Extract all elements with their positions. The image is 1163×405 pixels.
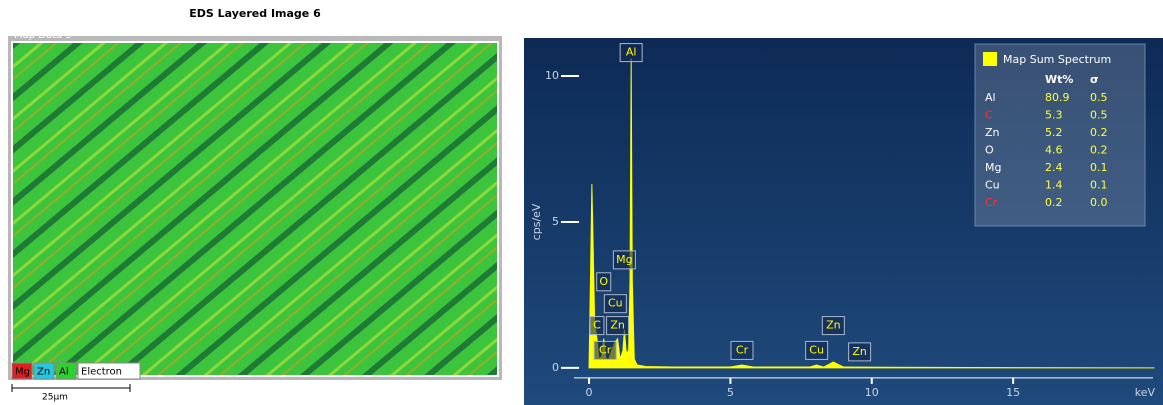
legend-cell: 80.9 xyxy=(1045,91,1070,104)
peak-label-box xyxy=(593,340,617,360)
legend-column-header: Wt% xyxy=(1045,73,1073,86)
legend-title: Map Sum Spectrum xyxy=(1003,53,1111,66)
layer-chip xyxy=(11,362,33,380)
legend-cell: 0.0 xyxy=(1090,196,1108,209)
peak-label: Zn xyxy=(610,319,625,332)
legend-cell: 0.1 xyxy=(1090,161,1108,174)
peak-label-box xyxy=(603,294,627,314)
x-tick-label: 0 xyxy=(586,386,593,399)
legend-element: Mg xyxy=(985,161,1001,174)
peak-label: Cr xyxy=(599,343,612,356)
legend-cell: 0.1 xyxy=(1090,179,1108,192)
legend-cell: 0.5 xyxy=(1090,109,1108,122)
legend-cell: 0.5 xyxy=(1090,91,1108,104)
legend-cell: 1.4 xyxy=(1045,179,1063,192)
legend-swatch xyxy=(983,52,997,66)
layer-chip xyxy=(55,362,77,380)
legend-cell: 5.2 xyxy=(1045,126,1063,139)
layer-name: Mg xyxy=(15,367,30,378)
legend-cell: 2.4 xyxy=(1045,161,1063,174)
peak-label: C xyxy=(593,319,601,332)
map-title: EDS Layered Image 6 xyxy=(189,7,321,20)
peak-label-box xyxy=(619,43,643,63)
peak-label: Cu xyxy=(608,297,623,310)
y-tick-label: 5 xyxy=(552,215,559,228)
legend-cell: 5.3 xyxy=(1045,109,1063,122)
x-tick-label: 15 xyxy=(1006,386,1020,399)
legend-cell: 0.2 xyxy=(1090,144,1108,157)
x-tick-label: 10 xyxy=(865,386,879,399)
map-image xyxy=(11,41,499,377)
map-label: Map Data 5 xyxy=(14,30,72,41)
peak-label: Mg xyxy=(616,253,632,266)
y-axis-label: cps/eV xyxy=(530,203,543,240)
layer-legend: Mg Zn Al Electron xyxy=(11,362,141,380)
y-tick-label: 0 xyxy=(552,361,559,374)
peak-label: O xyxy=(599,275,608,288)
layer-chip xyxy=(33,362,55,380)
legend-element: Al xyxy=(985,91,996,104)
x-axis-label: keV xyxy=(1135,386,1156,399)
peak-label-box xyxy=(612,250,636,270)
layer-chip xyxy=(77,362,141,380)
peak-label: Cr xyxy=(736,343,749,356)
legend-element: Cr xyxy=(985,196,998,209)
legend-cell: 0.2 xyxy=(1045,196,1063,209)
layer-name: Zn xyxy=(37,367,50,378)
legend-element: C xyxy=(985,109,993,122)
peak-label: Zn xyxy=(852,345,867,358)
layer-name: Electron xyxy=(81,367,122,378)
legend-element: Zn xyxy=(985,126,1000,139)
peak-label-box xyxy=(589,316,605,336)
peak-label-box xyxy=(596,272,612,292)
layer-name: Al xyxy=(59,367,69,378)
peak-label-box xyxy=(606,316,630,336)
peak-label-box xyxy=(821,316,845,336)
legend-column-header: σ xyxy=(1090,73,1099,86)
legend-cell: 4.6 xyxy=(1045,144,1063,157)
x-tick-label: 5 xyxy=(727,386,734,399)
legend-element: O xyxy=(985,144,994,157)
peak-label: Al xyxy=(626,46,637,59)
scale-bar-label: 25µm xyxy=(42,393,68,403)
peak-label-box xyxy=(848,342,872,362)
legend-box xyxy=(974,43,1146,227)
y-tick-label: 10 xyxy=(545,69,559,82)
legend-element: Cu xyxy=(985,179,1000,192)
peak-label: Cu xyxy=(809,343,824,356)
peak-label-box xyxy=(730,340,754,360)
peak-label-box xyxy=(805,340,829,360)
peak-label: Zn xyxy=(826,319,841,332)
legend-cell: 0.2 xyxy=(1090,126,1108,139)
